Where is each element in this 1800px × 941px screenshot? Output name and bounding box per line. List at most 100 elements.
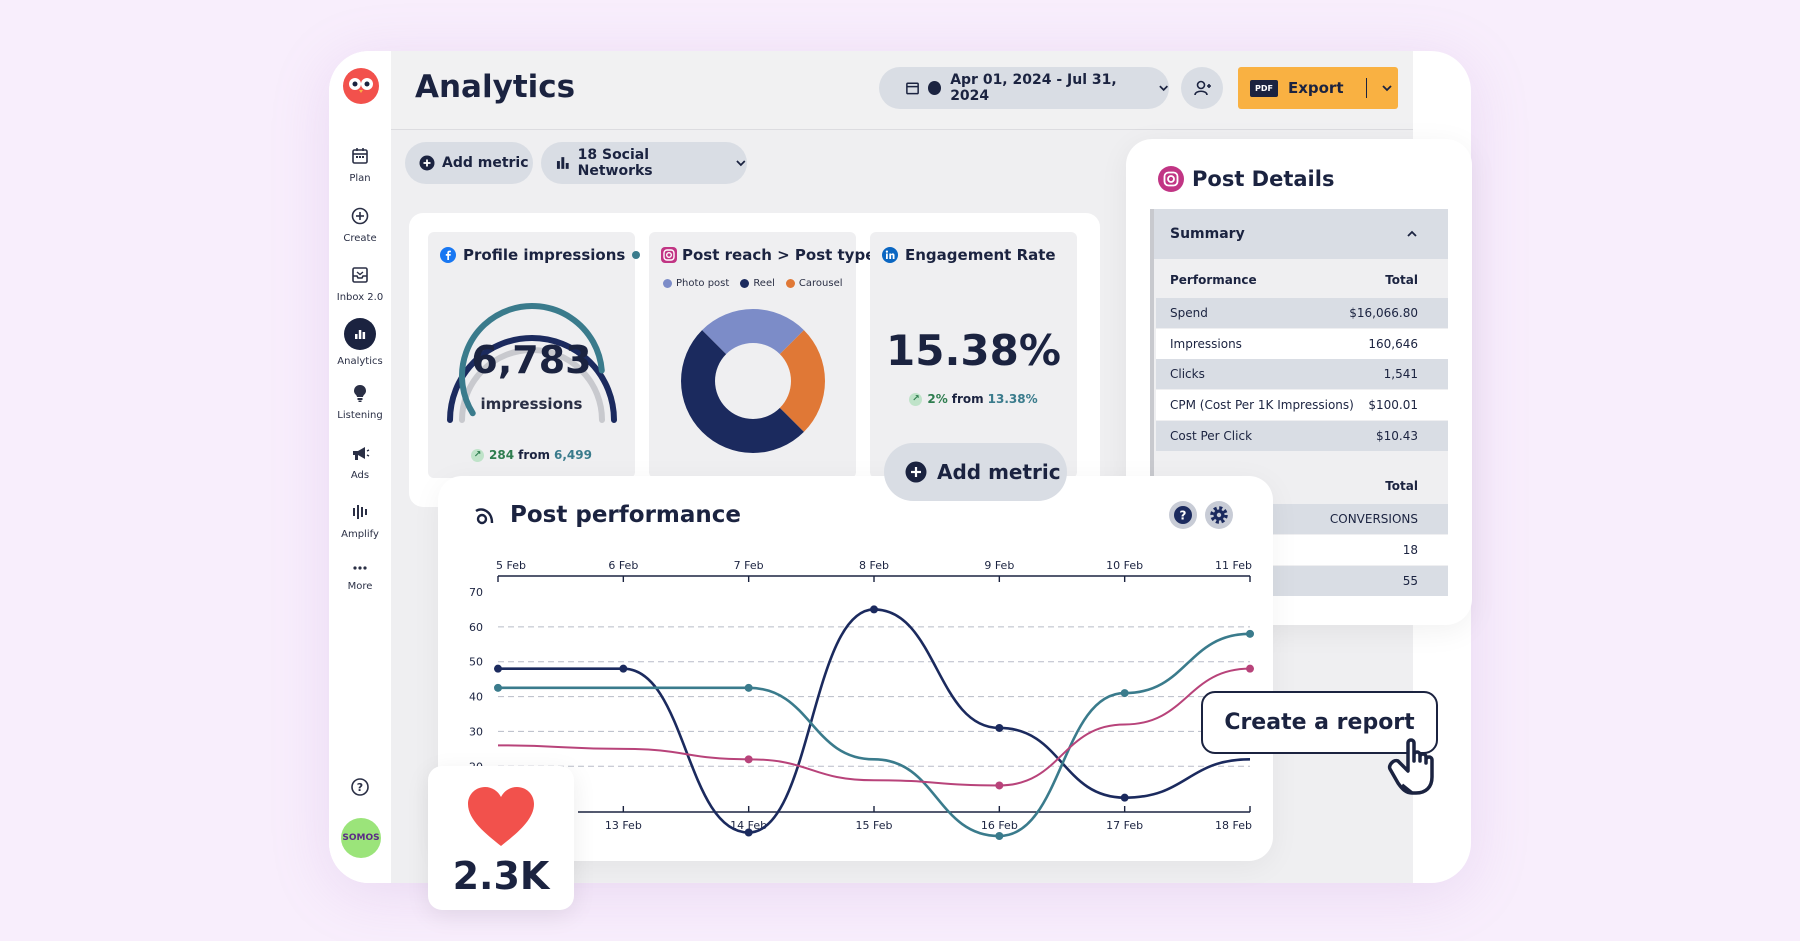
export-button[interactable]: PDF Export — [1238, 67, 1398, 109]
add-user-icon — [1194, 80, 1211, 96]
inbox-icon — [352, 267, 368, 283]
settings-button[interactable] — [1205, 501, 1233, 529]
bar-chart-icon — [355, 330, 366, 339]
card-title: Engagement Rate — [882, 246, 1056, 264]
donut-slice — [681, 330, 804, 453]
data-point — [995, 781, 1004, 790]
more-dots-icon — [353, 566, 367, 570]
data-point — [494, 664, 502, 673]
avatar[interactable]: SOMOS — [341, 818, 381, 858]
legend-label: Reel — [753, 278, 775, 289]
sidebar-item-label: Analytics — [337, 356, 383, 367]
owl-logo-icon[interactable] — [341, 65, 381, 105]
pointer-hand-icon — [1387, 738, 1434, 795]
card-title-text: Engagement Rate — [905, 246, 1056, 264]
series-line — [498, 632, 1251, 838]
post-reach-card[interactable]: Post reach > Post type Photo post Reel C… — [649, 232, 875, 478]
legend-swatch — [740, 279, 750, 288]
x-tick-label: 6 Feb — [608, 559, 638, 572]
create-report-button[interactable]: Create a report — [1201, 691, 1438, 754]
sidebar-item-create[interactable]: Create — [329, 205, 391, 244]
legend-label: Photo post — [676, 278, 730, 289]
add-metric-button[interactable]: Add metric — [405, 142, 533, 184]
row-value: CONVERSIONS — [1329, 512, 1418, 526]
summary-accordion[interactable]: Summary — [1154, 209, 1448, 259]
sidebar-item-label: Inbox 2.0 — [336, 292, 384, 303]
x-tick-label: 11 Feb — [1215, 559, 1252, 572]
impressions-gauge — [447, 303, 617, 423]
table-header: Total — [1156, 471, 1448, 501]
plus-circle-icon — [351, 207, 369, 225]
engagement-value: 15.38% — [886, 326, 1061, 375]
row-label: Cost Per Click — [1170, 429, 1253, 443]
help-button[interactable]: ? — [1169, 501, 1197, 529]
table-row: Cost Per Click $10.43 — [1156, 421, 1448, 451]
delta-value: 284 — [489, 448, 515, 462]
sidebar-item-plan[interactable]: Plan — [329, 145, 391, 184]
plus-circle-icon — [419, 155, 435, 171]
row-value: $100.01 — [1368, 398, 1418, 412]
row-value: 1,541 — [1383, 367, 1418, 381]
floating-add-metric-button[interactable]: Add metric — [884, 443, 1067, 501]
social-networks-dropdown[interactable]: 18 Social Networks — [541, 142, 747, 184]
help-icon[interactable]: ? — [349, 776, 371, 798]
delta-value: 2% — [927, 392, 948, 406]
avatar-text: SOMOS — [342, 833, 380, 843]
row-value: $10.43 — [1376, 429, 1418, 443]
sidebar-item-label: Amplify — [341, 529, 379, 540]
engagement-rate-card[interactable]: Engagement Rate 15.38% ↗ 2% from 13.38% — [870, 232, 1077, 478]
amplify-icon — [353, 505, 367, 519]
row-value: 55 — [1402, 574, 1418, 588]
export-label: Export — [1287, 79, 1344, 97]
calendar-icon — [906, 82, 919, 95]
x-tick-label: 15 Feb — [856, 819, 893, 832]
data-point — [1120, 689, 1129, 698]
date-dot-icon — [928, 81, 942, 95]
performance-header: Post performance — [472, 502, 741, 528]
add-user-button[interactable] — [1181, 67, 1223, 109]
engagement-delta: ↗ 2% from 13.38% — [870, 392, 1077, 406]
x-tick-label: 16 Feb — [981, 819, 1018, 832]
y-tick-label: 40 — [469, 691, 483, 704]
x-tick-label: 10 Feb — [1106, 559, 1143, 572]
trend-up-icon: ↗ — [471, 448, 485, 462]
instagram-icon — [1158, 166, 1184, 192]
y-tick-label: 60 — [469, 621, 483, 634]
data-point — [1120, 793, 1129, 802]
sidebar-item-more[interactable]: More — [329, 561, 391, 592]
help-icon: ? — [1174, 506, 1192, 524]
chevron-down-icon[interactable] — [1381, 82, 1393, 94]
sidebar-item-analytics[interactable]: Analytics — [329, 318, 391, 367]
create-report-label: Create a report — [1224, 710, 1415, 735]
chevron-up-icon — [1407, 230, 1417, 237]
facebook-icon — [440, 247, 456, 263]
pdf-badge: PDF — [1250, 79, 1278, 97]
sidebar-item-label: Ads — [350, 470, 370, 481]
panel-left-rule — [1150, 209, 1154, 595]
post-details-title: Post Details — [1192, 167, 1335, 191]
sidebar-item-inbox[interactable]: Inbox 2.0 — [329, 264, 391, 303]
sidebar-item-amplify[interactable]: Amplify — [329, 501, 391, 540]
likes-value: 2.3K — [452, 854, 550, 898]
row-value: 18 — [1402, 543, 1418, 557]
sidebar-item-listening[interactable]: Listening — [329, 382, 391, 421]
date-range-picker[interactable]: Apr 01, 2024 - Jul 31, 2024 — [879, 67, 1169, 109]
card-title: Post reach > Post type — [661, 246, 875, 264]
donut-slice — [779, 330, 825, 432]
sidebar-item-ads[interactable]: Ads — [329, 442, 391, 481]
status-dot — [632, 251, 641, 259]
column-header: Total — [1385, 479, 1418, 493]
profile-impressions-card[interactable]: Profile impressions 6,783 impressions ↗ … — [428, 232, 641, 478]
lightbulb-icon — [354, 385, 366, 402]
data-point — [995, 832, 1004, 840]
networks-label: 18 Social Networks — [577, 147, 653, 179]
data-point — [995, 723, 1004, 732]
linkedin-icon — [882, 247, 898, 263]
legend-swatch — [663, 279, 672, 288]
data-point — [494, 683, 502, 692]
row-label: Impressions — [1170, 337, 1242, 351]
export-divider — [1365, 78, 1367, 98]
table-row: Impressions 160,646 — [1156, 329, 1448, 359]
x-tick-label: 9 Feb — [984, 559, 1014, 572]
